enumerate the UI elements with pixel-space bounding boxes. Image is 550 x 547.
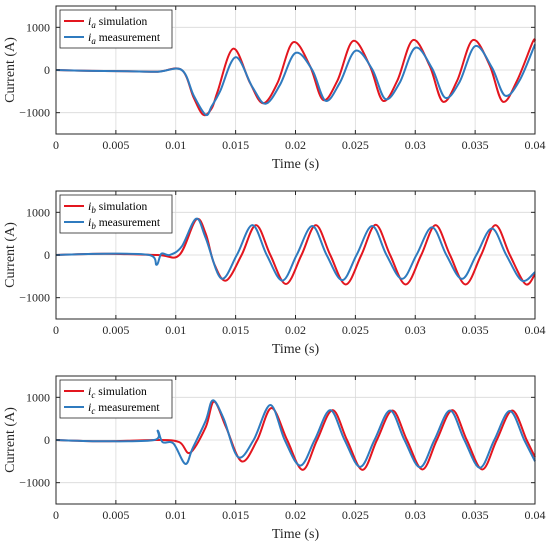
x-tick-label: 0.005 — [102, 508, 129, 522]
panel-1: 0 0.005 0.01 0.015 0.02 0.025 0.03 0.035 0.04 −10… — [3, 5, 546, 172]
y-tick-label: 1000 — [26, 205, 50, 219]
x-tick-label: 0.005 — [102, 323, 129, 337]
series-line-ib-measurement — [55, 217, 536, 283]
legend-entry: ia measurement — [88, 30, 161, 46]
x-tick-label: 0.04 — [525, 138, 546, 152]
x-tick-label: 0.02 — [285, 138, 306, 152]
x-tick-label: 0 — [53, 138, 59, 152]
x-tick-label: 0.04 — [525, 323, 546, 337]
x-tick-label: 0.04 — [525, 508, 546, 522]
legend-entry: ib measurement — [88, 215, 161, 231]
series-line-ic-simulation — [55, 400, 536, 471]
legend-entry: ic measurement — [88, 400, 160, 416]
y-axis-label: Current (A) — [3, 407, 18, 473]
x-tick-label: 0.03 — [405, 508, 426, 522]
x-tick-label: 0.01 — [165, 323, 186, 337]
x-tick-label: 0.025 — [342, 323, 369, 337]
legend-entry: ia simulation — [88, 14, 148, 30]
y-axis-label: Current (A) — [3, 222, 18, 288]
y-tick-label: −1000 — [19, 476, 50, 490]
x-tick-label: 0.02 — [285, 508, 306, 522]
y-tick-label: 0 — [44, 248, 50, 262]
x-tick-label: 0.015 — [222, 138, 249, 152]
series-line-ia-measurement — [55, 44, 536, 117]
x-tick-label: 0.02 — [285, 323, 306, 337]
series-line-ib-simulation — [55, 217, 536, 286]
legend-entry: ic simulation — [88, 384, 147, 400]
y-tick-label: 1000 — [26, 390, 50, 404]
x-tick-label: 0.03 — [405, 138, 426, 152]
x-tick-label: 0.03 — [405, 323, 426, 337]
series-line-ic-measurement — [55, 399, 536, 469]
x-tick-label: 0.015 — [222, 323, 249, 337]
x-tick-label: 0 — [53, 323, 59, 337]
legend-box — [59, 379, 173, 419]
y-axis-label: Current (A) — [3, 37, 18, 103]
panel-2: 0 0.005 0.01 0.015 0.02 0.025 0.03 0.035 0.04 −10… — [3, 190, 546, 357]
x-axis-label: Time (s) — [272, 342, 320, 357]
legend-box — [59, 9, 173, 49]
x-tick-label: 0 — [53, 508, 59, 522]
x-tick-label: 0.035 — [462, 508, 489, 522]
x-tick-label: 0.025 — [342, 138, 369, 152]
x-tick-label: 0.015 — [222, 508, 249, 522]
y-tick-label: −1000 — [19, 106, 50, 120]
x-tick-label: 0.01 — [165, 138, 186, 152]
legend-box — [59, 194, 173, 234]
x-tick-label: 0.01 — [165, 508, 186, 522]
legend-entry: ib simulation — [88, 199, 148, 215]
x-axis-label: Time (s) — [272, 527, 320, 542]
x-tick-label: 0.025 — [342, 508, 369, 522]
y-tick-label: 1000 — [26, 20, 50, 34]
panel-3: 0 0.005 0.01 0.015 0.02 0.025 0.03 0.035 0.04 −10… — [3, 375, 546, 542]
x-tick-label: 0.035 — [462, 138, 489, 152]
x-axis-label: Time (s) — [272, 157, 320, 172]
y-tick-label: 0 — [44, 63, 50, 77]
y-tick-label: −1000 — [19, 291, 50, 305]
x-tick-label: 0.005 — [102, 138, 129, 152]
x-tick-label: 0.035 — [462, 323, 489, 337]
y-tick-label: 0 — [44, 433, 50, 447]
